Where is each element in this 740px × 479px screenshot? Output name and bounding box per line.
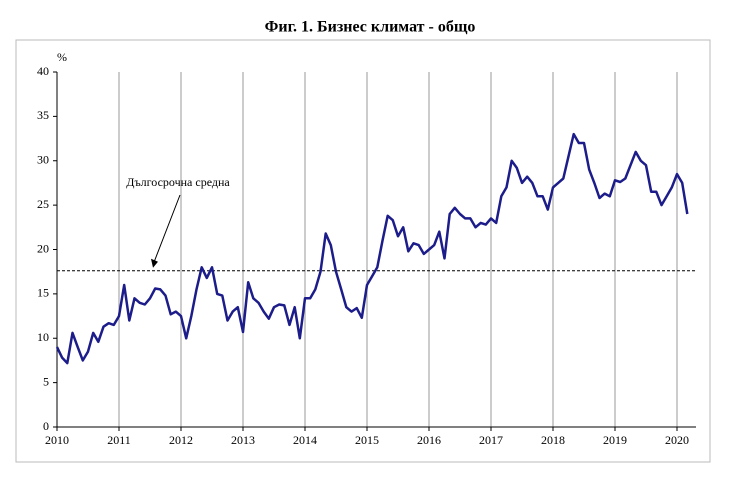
- y-tick-label: 20: [37, 241, 49, 255]
- reference-label: Дългосрочна средна: [126, 175, 230, 189]
- x-tick-label: 2016: [417, 433, 441, 447]
- series-line: [55, 132, 689, 365]
- x-tick-label: 2019: [603, 433, 627, 447]
- x-tick-label: 2020: [665, 433, 689, 447]
- x-tick-label: 2018: [541, 433, 565, 447]
- y-tick-label: 25: [37, 197, 49, 211]
- y-unit: %: [57, 50, 67, 64]
- chart-frame: [15, 39, 711, 463]
- y-tick-label: 30: [37, 153, 49, 167]
- x-tick-label: 2015: [355, 433, 379, 447]
- y-tick-label: 40: [37, 64, 49, 78]
- y-tick-label: 5: [43, 374, 49, 388]
- arrow-head: [151, 258, 158, 268]
- x-tick-label: 2010: [45, 433, 69, 447]
- y-tick-label: 15: [37, 286, 49, 300]
- x-tick-label: 2012: [169, 433, 193, 447]
- x-tick-label: 2013: [231, 433, 255, 447]
- y-tick-label: 10: [37, 330, 49, 344]
- x-tick-label: 2014: [293, 433, 317, 447]
- x-tick-label: 2011: [107, 433, 131, 447]
- x-tick-label: 2017: [479, 433, 503, 447]
- y-tick-label: 0: [43, 419, 49, 433]
- annotation-arrow: [152, 194, 181, 265]
- chart-title: Фиг. 1. Бизнес климат - общо: [265, 19, 476, 36]
- y-tick-label: 35: [37, 108, 49, 122]
